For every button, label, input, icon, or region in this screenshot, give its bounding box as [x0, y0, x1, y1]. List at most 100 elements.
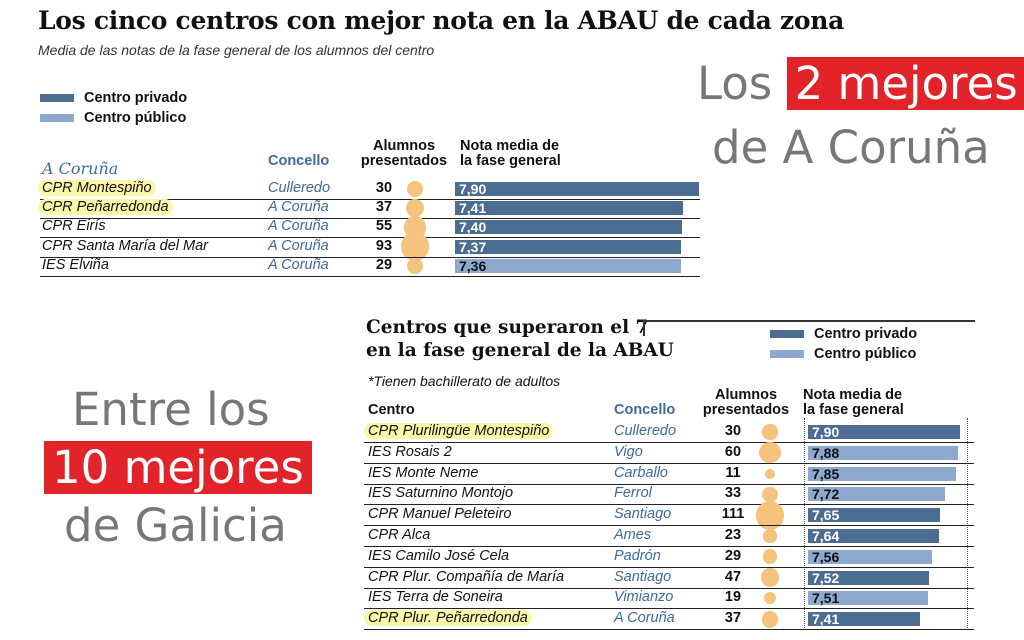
row-nota-label: 7,51: [812, 590, 840, 607]
row-alumnos-bubble: [759, 442, 781, 464]
top-col-nota-line1: Nota media de: [460, 138, 560, 154]
row-alumnos: 30: [375, 180, 393, 196]
row-alumnos-bubble: [762, 486, 778, 503]
row-centro-name: CPR Plur. Compañía de María: [368, 568, 565, 585]
row-alumnos: 29: [375, 256, 393, 273]
row-alumnos: 33: [724, 485, 742, 502]
row-centro-name: IES Elviña: [42, 256, 109, 273]
row-concello: Culleredo: [268, 180, 331, 196]
bottom-chart-title: Centros que superaron el 7 en la fase ge…: [366, 316, 674, 362]
row-divider: [364, 546, 974, 547]
top-chart-subtitle: Media de las notas de la fase general de…: [38, 42, 435, 58]
legend-swatch-privado: [40, 94, 74, 102]
bottom-col-nota: Nota media de la fase general: [803, 388, 904, 418]
row-nota-bar: [455, 239, 682, 254]
row-nota-label: 7,52: [812, 569, 840, 586]
row-nota-bar: [808, 508, 940, 523]
row-alumnos-bubble: [760, 568, 780, 588]
row-alumnos: 37: [375, 199, 393, 216]
row-nota-bar: [455, 220, 683, 235]
top-col-alumnos: Alumnos presentados: [358, 139, 450, 169]
bottom-col-nota-line2: la fase general: [803, 402, 904, 418]
bottom-col-centro: Centro: [368, 402, 415, 418]
row-concello: Vimianzo: [614, 589, 674, 606]
row-alumnos: 55: [375, 218, 393, 235]
legend-label-privado: Centro privado: [84, 90, 188, 106]
row-alumnos: 19: [724, 589, 742, 606]
row-nota-bar: [808, 425, 960, 439]
row-alumnos-bubble: [762, 424, 778, 440]
legend-swatch-publico: [40, 114, 74, 122]
row-alumnos: 111: [721, 506, 745, 523]
row-centro-name: IES Terra de Soneira: [368, 589, 503, 606]
row-concello: A Coruña: [614, 610, 675, 627]
row-nota-label: 7,37: [459, 238, 487, 255]
row-nota-label: 7,64: [812, 528, 840, 544]
row-centro-name: CPR Plur. Peñarredonda: [364, 610, 532, 627]
row-alumnos-bubble: [405, 199, 425, 218]
row-alumnos: 93: [375, 237, 393, 254]
galicia-caption-line2: 10 mejores: [44, 440, 312, 496]
row-alumnos-bubble: [400, 232, 430, 262]
row-divider: [364, 587, 974, 589]
row-divider: [40, 218, 700, 220]
row-centro-name: CPR Santa María del Mar: [42, 237, 209, 254]
row-concello: Vigo: [614, 443, 643, 460]
row-alumnos-bubble: [755, 500, 785, 530]
bottom-col-alumnos-line2: presentados: [702, 402, 790, 418]
coruna-caption-line1: Los 2 mejores: [697, 57, 1024, 110]
row-concello: A Coruña: [268, 199, 329, 216]
row-alumnos-bubble: [762, 549, 778, 565]
row-nota-bar: [808, 570, 929, 585]
bottom-legend-privado: Centro privado: [770, 326, 917, 342]
row-concello: Culleredo: [614, 423, 677, 439]
row-concello: Ferrol: [614, 485, 652, 502]
bottom-title-line1: Centros que superaron el 7: [366, 317, 649, 338]
row-nota-bar: [808, 487, 946, 502]
row-nota-bar: [808, 612, 920, 627]
bottom-col-nota-line1: Nota media de: [803, 387, 903, 403]
row-alumnos-bubble: [764, 592, 776, 605]
bottom-legend-swatch-privado: [770, 330, 804, 338]
row-alumnos: 23: [724, 527, 742, 543]
row-nota-bar: [808, 591, 929, 606]
row-centro-name: IES Monte Neme: [368, 464, 479, 481]
top-col-alumnos-line1: Alumnos: [372, 138, 436, 154]
bottom-title-line2: en la fase general de la ABAU: [366, 340, 674, 361]
row-divider: [364, 504, 974, 506]
row-centro-name: IES Saturnino Montojo: [368, 485, 514, 502]
row-divider: [364, 629, 974, 631]
row-nota-label: 7,36: [459, 257, 487, 274]
bottom-col-concello: Concello: [614, 402, 676, 418]
row-nota-label: 7,56: [812, 548, 840, 565]
row-divider: [40, 256, 700, 258]
top-col-alumnos-line2: presentados: [360, 153, 448, 169]
top-col-nota-line2: la fase general: [460, 153, 561, 169]
row-divider: [364, 442, 974, 443]
top-region-label: A Coruña: [42, 159, 119, 178]
row-concello: Santiago: [614, 506, 672, 523]
bottom-col-alumnos: Alumnos presentados: [694, 388, 798, 418]
bottom-legend-label-privado: Centro privado: [814, 326, 918, 342]
row-centro-name: CPR Plurilingüe Montespiño: [364, 423, 554, 439]
row-alumnos: 47: [724, 568, 742, 585]
row-nota-bar: [455, 258, 681, 273]
row-concello: Padrón: [614, 547, 661, 564]
coruna-caption-highlight: 2 mejores: [786, 57, 1024, 110]
bottom-legend-label-publico: Centro público: [814, 346, 917, 362]
row-centro-name: CPR Peñarredonda: [38, 199, 173, 216]
row-nota-label: 7,90: [459, 181, 487, 197]
galicia-caption-line3: de Galicia: [64, 499, 287, 552]
row-alumnos-bubble: [763, 529, 777, 543]
row-alumnos-bubble: [406, 257, 424, 274]
row-divider: [40, 275, 700, 277]
row-alumnos: 60: [724, 443, 742, 460]
row-nota-label: 7,90: [812, 424, 840, 440]
row-divider: [364, 608, 974, 610]
row-centro-name: CPR Eirís: [42, 218, 106, 235]
row-divider: [364, 462, 974, 464]
galicia-caption-highlight: 10 mejores: [44, 441, 312, 494]
bottom-note: *Tienen bachillerato de adultos: [368, 373, 561, 389]
row-divider: [40, 199, 700, 200]
bottom-legend: Centro privado Centro público: [770, 326, 917, 362]
